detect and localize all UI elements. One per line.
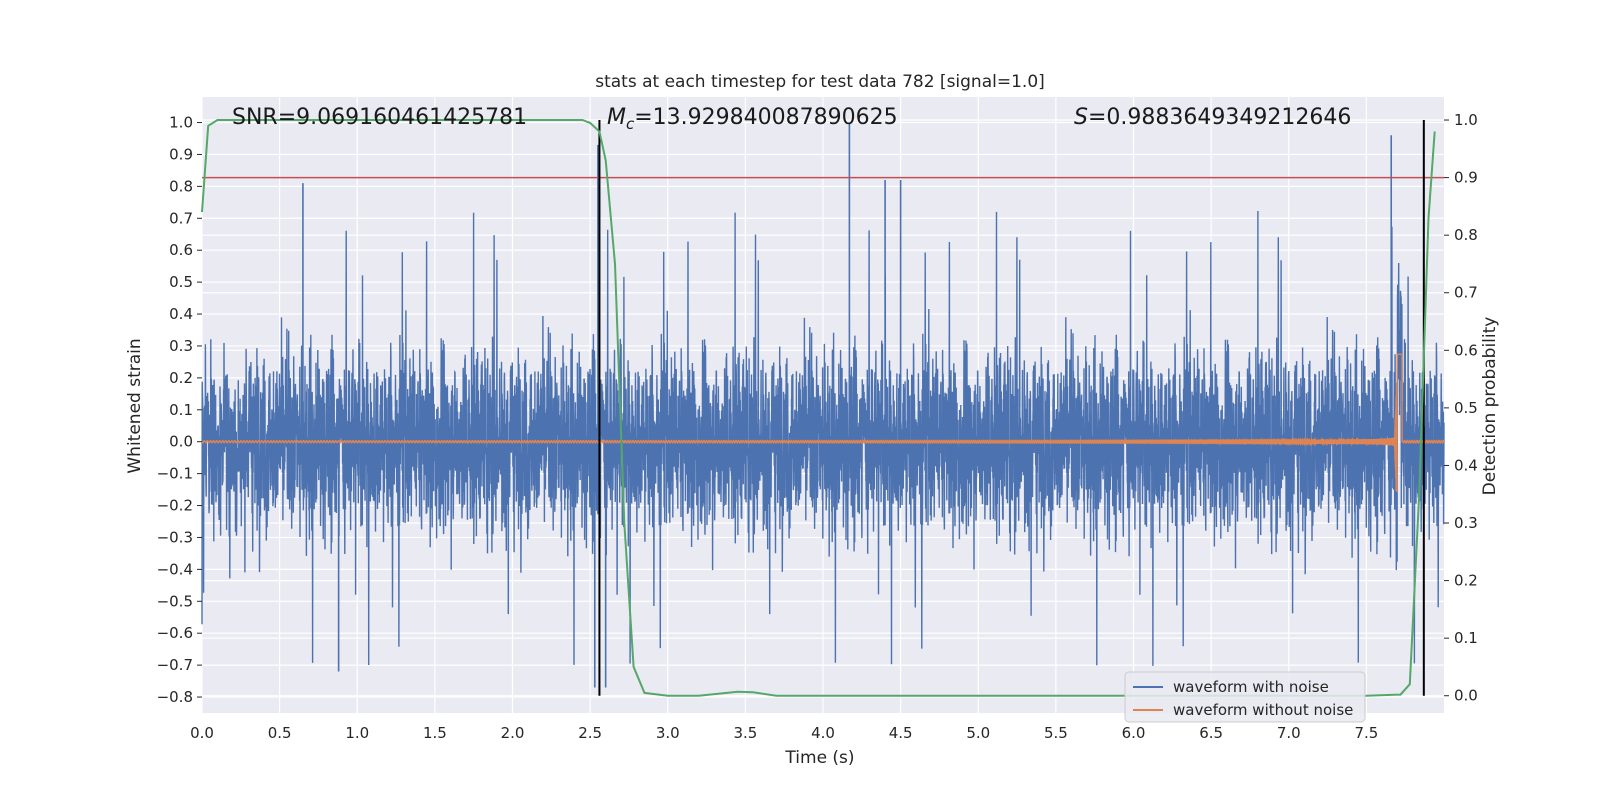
score-annotation: S=0.9883649349212646 [1074,105,1351,130]
chirp-mass-value: =13.929840087890625 [634,105,897,130]
y-tick-label: −0.4 [157,560,193,578]
y-tick-label: 0.1 [169,401,193,419]
snr-annotation: SNR=9.069160461425781 [232,105,527,130]
x-tick-label: 5.0 [966,724,990,742]
legend-label: waveform without noise [1173,701,1353,719]
y-tick-label: 0.0 [169,433,193,451]
detection-probability-line [201,119,1436,697]
x-tick-label: 4.0 [811,724,835,742]
y-tick-label: −0.7 [157,656,193,674]
y-tick-label: 0.8 [169,177,193,195]
x-tick-label: 1.0 [345,724,369,742]
x-tick-label: 2.0 [501,724,525,742]
y2-tick-label: 0.8 [1454,226,1478,244]
ticks: 0.0 0.5 1.0 1.5 2.0 2.5 3.0 3.5 4.0 4.5 5.0 5.5 6.0 6… [157,111,1478,742]
x-tick-label: 6.0 [1122,724,1146,742]
chirp-mass-annotation: Mc=13.929840087890625 [607,105,898,133]
y-tick-label: −0.3 [157,528,193,546]
y-tick-label: 0.9 [169,145,193,163]
y-tick-label: −0.8 [157,688,193,706]
chart-title: stats at each timestep for test data 782… [595,72,1045,92]
y2-tick-label: 0.5 [1454,399,1478,417]
x-tick-label: 7.5 [1354,724,1378,742]
series-waveform-with-noise [201,122,1445,688]
y-axis-label: Whitened strain [125,338,145,473]
y-tick-label: 0.5 [169,273,193,291]
x-tick-label: 3.5 [733,724,757,742]
y-tick-label: 0.2 [169,369,193,387]
chirp-mass-subscript: c [626,115,635,133]
y-tick-label: 0.6 [169,241,193,259]
x-tick-label: 3.0 [656,724,680,742]
waveform-with-noise-line [201,210,1445,666]
x-tick-label: 0.5 [268,724,292,742]
y2-tick-label: 0.0 [1454,687,1478,705]
score-value: =0.9883649349212646 [1088,105,1351,130]
y-tick-label: 1.0 [169,114,193,132]
x-tick-label: 6.5 [1199,724,1223,742]
legend: waveform with noise waveform without nois… [1124,671,1366,723]
y2-tick-label: 0.3 [1454,514,1478,532]
y2-tick-label: 0.7 [1454,284,1478,302]
series-waveform-without-noise [201,353,1445,493]
y2-tick-label: 0.1 [1454,629,1478,647]
x-tick-label: 1.5 [423,724,447,742]
legend-box [1124,671,1366,723]
y2-tick-label: 0.6 [1454,341,1478,359]
y-tick-label: −0.1 [157,465,193,483]
x-tick-label: 0.0 [190,724,214,742]
y-tick-label: 0.3 [169,337,193,355]
x-tick-label: 4.5 [889,724,913,742]
y-tick-label: −0.6 [157,624,193,642]
y-tick-label: −0.5 [157,592,193,610]
x-axis-label: Time (s) [784,748,854,768]
y-tick-label: −0.2 [157,497,193,515]
x-tick-label: 5.5 [1044,724,1068,742]
y2-axis-label: Detection probability [1480,317,1500,496]
y2-tick-label: 1.0 [1454,111,1478,129]
reference-lines [202,120,1444,696]
x-tick-label: 7.0 [1277,724,1301,742]
y2-tick-label: 0.4 [1454,456,1478,474]
y-tick-label: 0.7 [169,209,193,227]
score-symbol: S [1074,105,1088,130]
y2-tick-label: 0.9 [1454,169,1478,187]
y-tick-label: 0.4 [169,305,193,323]
y2-tick-label: 0.2 [1454,572,1478,590]
waveform-without-noise-line [201,353,1445,493]
series-detection-probability [201,119,1436,697]
x-tick-label: 2.5 [578,724,602,742]
legend-label: waveform with noise [1173,678,1329,696]
chirp-mass-symbol: M [607,105,626,130]
